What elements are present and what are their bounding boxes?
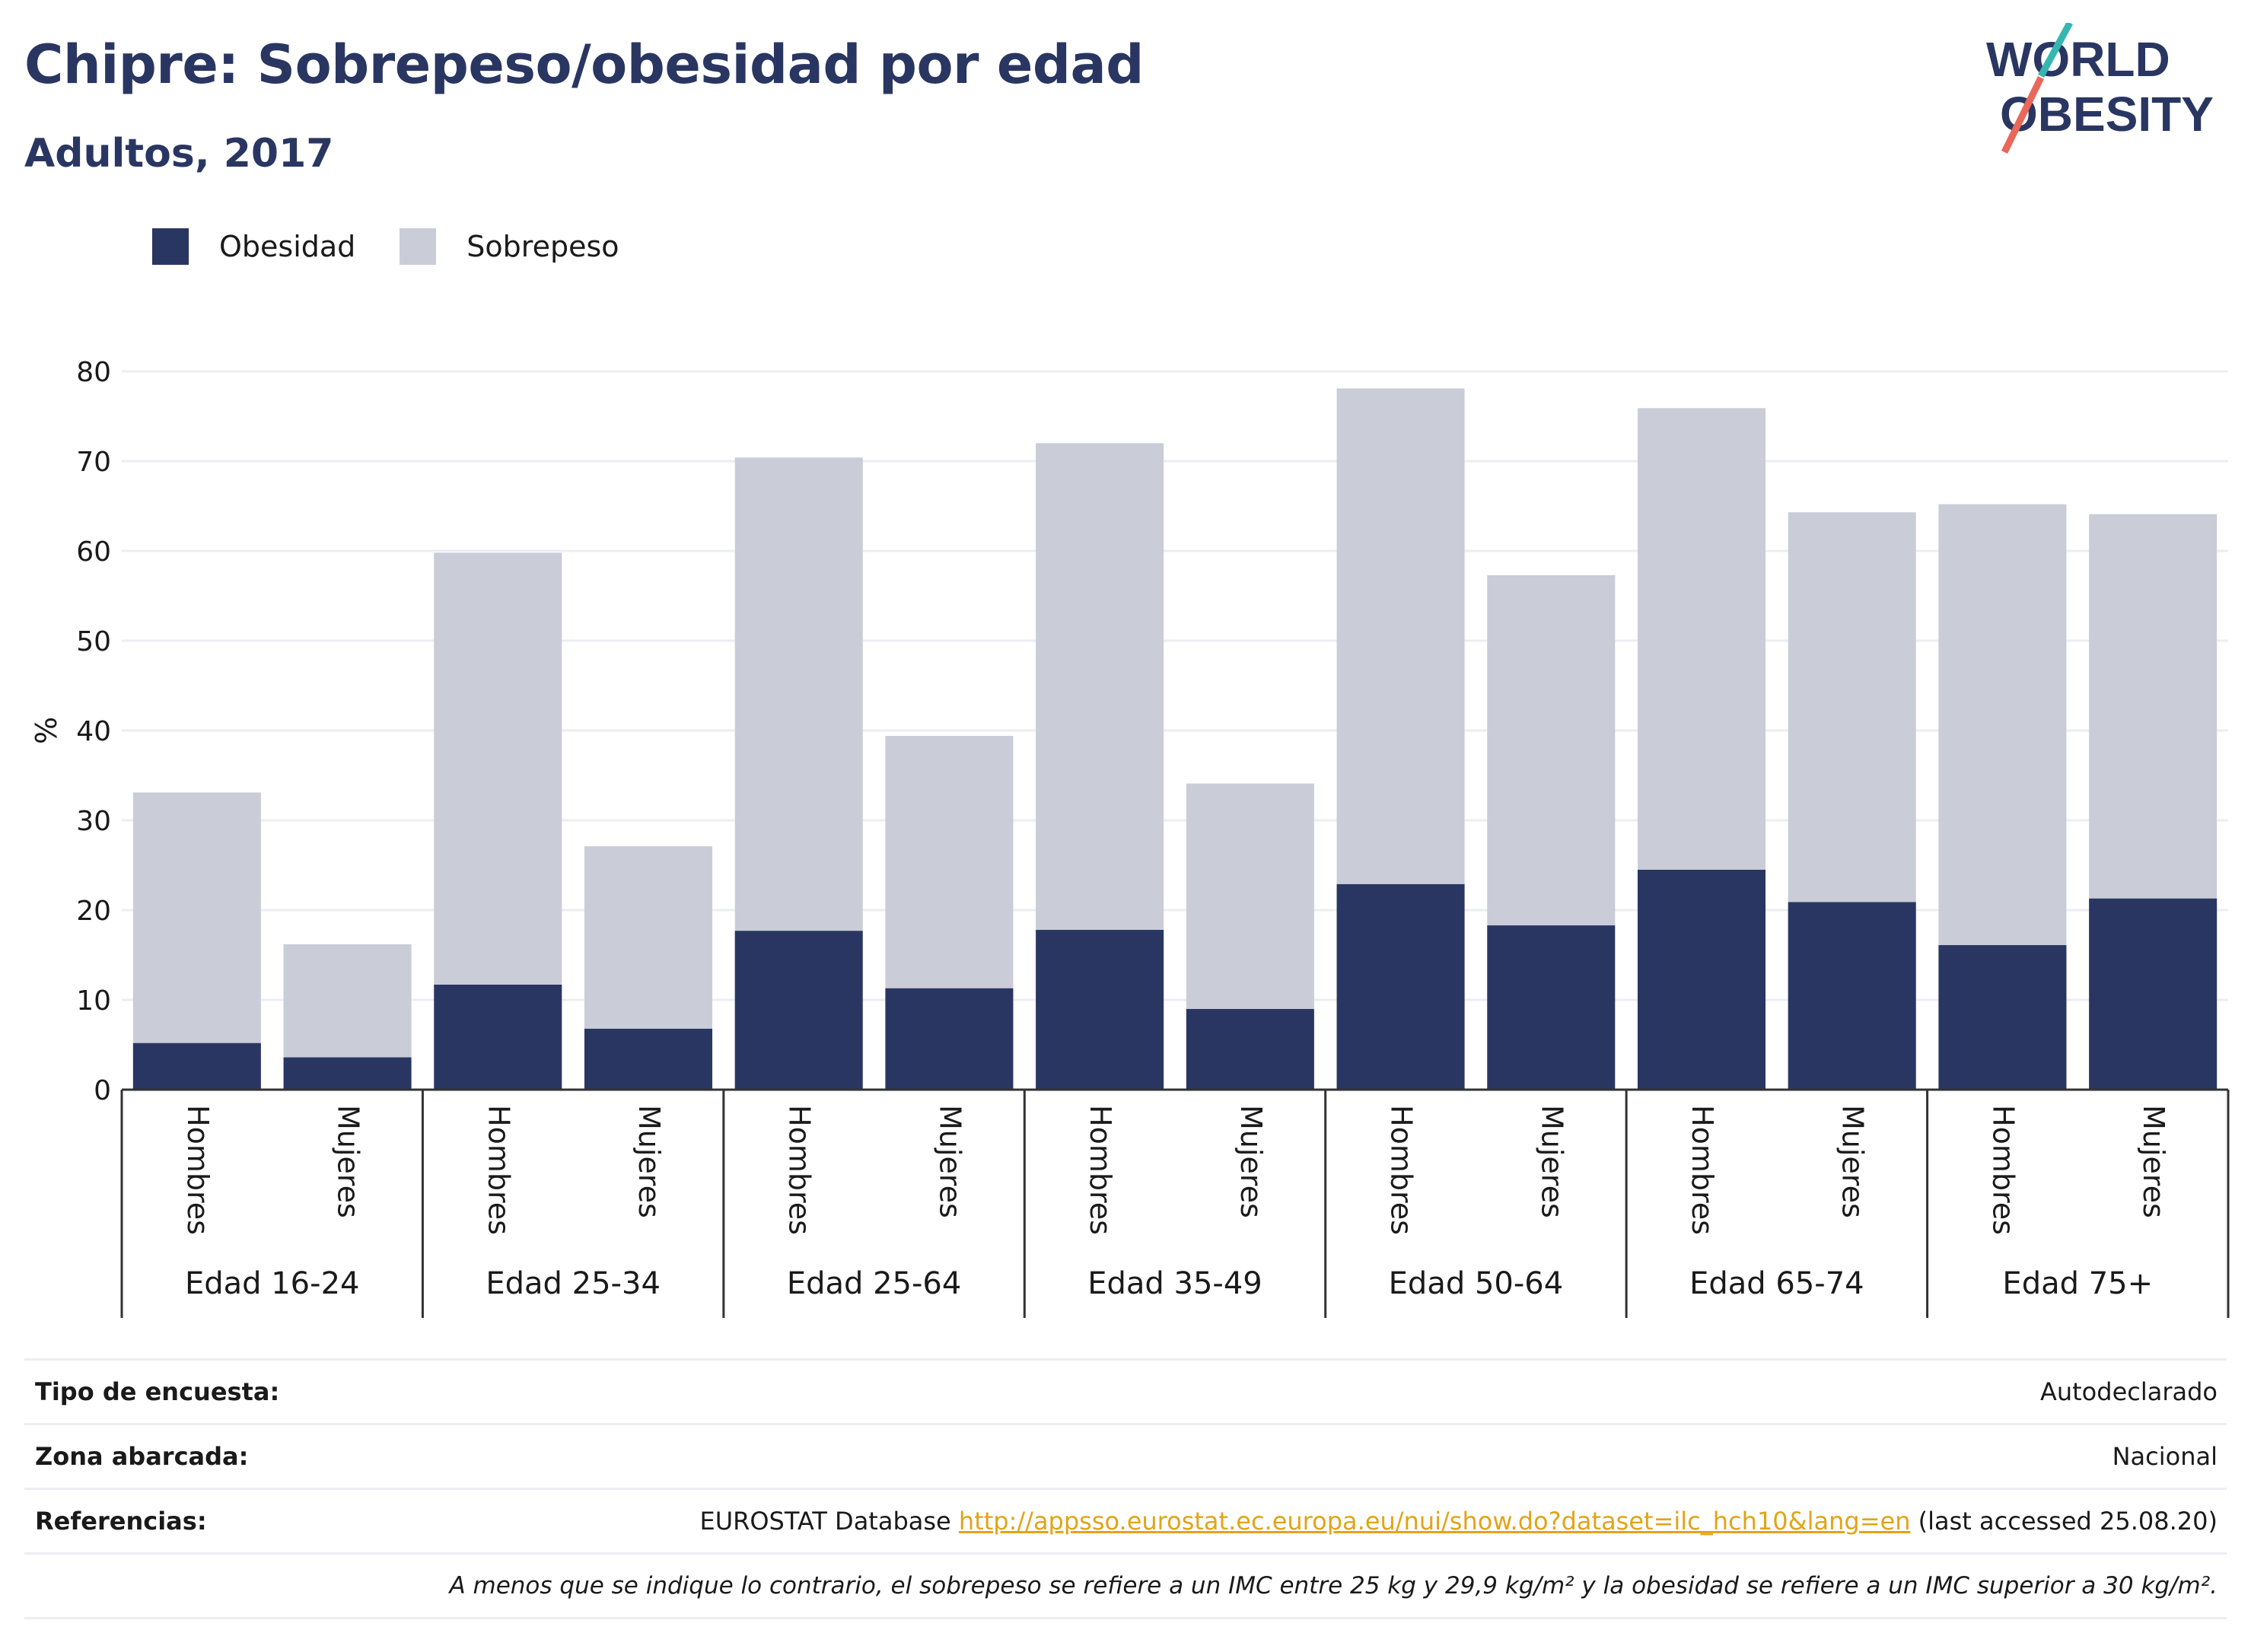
bar-sobrepeso-6-mujeres: [1788, 512, 1916, 902]
x-sub-label: Mujeres: [1535, 1105, 1568, 1218]
x-sub-label: Hombres: [1385, 1105, 1418, 1235]
x-sub-label: Mujeres: [332, 1105, 365, 1218]
reference-prefix: EUROSTAT Database: [699, 1507, 959, 1536]
x-sub-label: Mujeres: [1234, 1105, 1268, 1218]
y-tick-label: 20: [76, 896, 111, 927]
meta-value-references: EUROSTAT Database http://appsso.eurostat…: [699, 1507, 2227, 1536]
x-sub-label: Hombres: [181, 1105, 215, 1235]
bar-sobrepeso-1-mujeres: [283, 944, 412, 1058]
bar-sobrepeso-6-hombres: [1637, 408, 1766, 870]
y-tick-label: 40: [76, 716, 111, 747]
bar-obesidad-2-hombres: [434, 984, 562, 1090]
bar-sobrepeso-3-hombres: [734, 457, 863, 931]
bar-obesidad-1-mujeres: [283, 1057, 412, 1090]
meta-row-survey-type: Tipo de encuesta: Autodeclarado: [24, 1358, 2227, 1423]
x-sub-label: Hombres: [1686, 1105, 1719, 1235]
y-tick-label: 30: [76, 806, 111, 837]
reference-link[interactable]: http://appsso.eurostat.ec.europa.eu/nui/…: [958, 1507, 1911, 1536]
bar-sobrepeso-4-mujeres: [1186, 783, 1314, 1009]
y-tick-label: 50: [76, 626, 111, 657]
stacked-bar-chart: 0 10 20 30 40 50 60 70 80% Hombres Mujeres Edad 16-…: [30, 357, 2230, 1318]
x-sub-label: Hombres: [783, 1105, 817, 1235]
reference-suffix: (last accessed 25.08.20): [1910, 1507, 2218, 1536]
meta-label-references: Referencias:: [35, 1507, 207, 1536]
bar-obesidad-5-hombres: [1336, 883, 1465, 1090]
bar-sobrepeso-2-hombres: [434, 552, 562, 985]
x-group-label: Edad 35-49: [1087, 1266, 1262, 1301]
bar-sobrepeso-3-mujeres: [885, 736, 1014, 988]
x-sub-label: Hombres: [1084, 1105, 1117, 1235]
bar-obesidad-3-hombres: [734, 931, 863, 1090]
bar-obesidad-1-hombres: [132, 1042, 261, 1090]
page-subtitle: Adultos, 2017: [24, 131, 334, 177]
legend-label-obesidad: Obesidad: [219, 230, 356, 263]
bar-obesidad-4-hombres: [1036, 929, 1164, 1090]
bar-obesidad-7-hombres: [1938, 945, 2067, 1090]
meta-row-note: A menos que se indique lo contrario, el …: [24, 1552, 2227, 1619]
bar-obesidad-4-mujeres: [1186, 1008, 1314, 1090]
x-group-label: Edad 50-64: [1389, 1266, 1564, 1301]
legend-item-obesidad: Obesidad: [152, 228, 355, 265]
x-group-label: Edad 65-74: [1689, 1266, 1864, 1301]
y-tick-label: 10: [76, 985, 111, 1017]
bar-sobrepeso-2-mujeres: [584, 846, 713, 1029]
bar-sobrepeso-7-mujeres: [2089, 514, 2218, 899]
bar-obesidad-5-mujeres: [1487, 925, 1616, 1090]
svg-text:WORLD: WORLD: [1986, 32, 2170, 87]
bar-obesidad-7-mujeres: [2089, 898, 2218, 1090]
world-obesity-logo: WORLD OBESITY: [1986, 23, 2214, 154]
y-tick-label: 60: [76, 536, 111, 568]
legend-swatch-obesidad: [152, 228, 189, 265]
x-sub-label: Mujeres: [2137, 1105, 2170, 1218]
meta-label-area: Zona abarcada:: [35, 1442, 249, 1471]
x-sub-label: Mujeres: [1836, 1105, 1870, 1218]
y-tick-label: 80: [76, 357, 111, 388]
metadata-table: Tipo de encuesta: Autodeclarado Zona aba…: [24, 1358, 2227, 1619]
definition-note: A menos que se indique lo contrario, el …: [449, 1572, 2218, 1599]
meta-value-area: Nacional: [2112, 1442, 2218, 1471]
meta-value-survey-type: Autodeclarado: [2039, 1377, 2218, 1406]
bar-obesidad-6-mujeres: [1788, 902, 1916, 1090]
x-sub-label: Hombres: [1986, 1105, 2020, 1235]
bar-obesidad-3-mujeres: [885, 988, 1014, 1090]
x-sub-label: Mujeres: [933, 1105, 966, 1218]
x-group-label: Edad 75+: [2002, 1266, 2153, 1301]
x-group-label: Edad 25-34: [486, 1266, 661, 1301]
bar-sobrepeso-5-hombres: [1336, 388, 1465, 884]
bar-sobrepeso-5-mujeres: [1487, 575, 1616, 926]
x-sub-label: Mujeres: [632, 1105, 666, 1218]
bar-sobrepeso-7-hombres: [1938, 504, 2067, 946]
y-axis-label: %: [30, 717, 63, 744]
legend-label-sobrepeso: Sobrepeso: [466, 230, 619, 263]
x-group-label: Edad 16-24: [185, 1266, 360, 1301]
page-title: Chipre: Sobrepeso/obesidad por edad: [24, 33, 1144, 96]
bar-obesidad-6-hombres: [1637, 869, 1766, 1090]
bar-obesidad-2-mujeres: [584, 1028, 713, 1090]
legend-item-sobrepeso: Sobrepeso: [400, 228, 619, 265]
x-sub-label: Hombres: [482, 1105, 515, 1235]
bar-sobrepeso-1-hombres: [132, 792, 261, 1043]
legend-swatch-sobrepeso: [400, 228, 437, 265]
meta-row-area: Zona abarcada: Nacional: [24, 1423, 2227, 1488]
bar-sobrepeso-4-hombres: [1036, 443, 1164, 930]
y-tick-label: 70: [76, 447, 111, 478]
chart-legend: Obesidad Sobrepeso: [152, 228, 664, 265]
meta-row-references: Referencias: EUROSTAT Database http://ap…: [24, 1488, 2227, 1552]
y-tick-label: 0: [94, 1075, 111, 1106]
meta-label-survey-type: Tipo de encuesta:: [35, 1377, 280, 1406]
x-group-label: Edad 25-64: [787, 1266, 962, 1301]
